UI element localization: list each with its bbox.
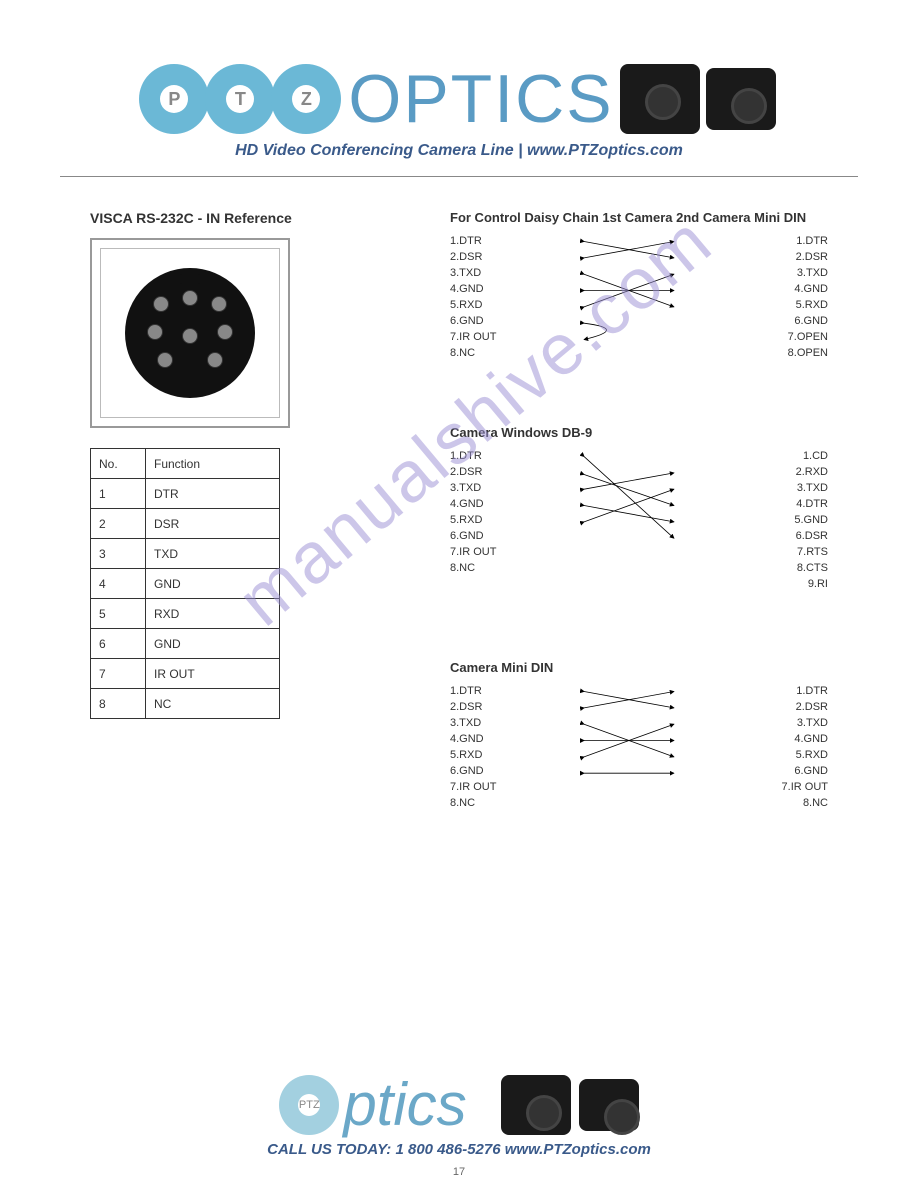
section-title: VISCA RS-232C - IN Reference	[90, 210, 390, 226]
aperture-icon: Z	[271, 64, 341, 134]
header-divider	[60, 176, 858, 177]
aperture-letter: T	[235, 89, 246, 110]
footer-logo-row: PTZ ptics	[90, 1070, 828, 1139]
aperture-icon: T	[205, 64, 275, 134]
page-number: 17	[453, 1166, 465, 1178]
page-footer: PTZ ptics CALL US TODAY: 1 800 486-5276 …	[90, 1070, 828, 1158]
left-column: VISCA RS-232C - IN Reference No. Functio…	[90, 210, 390, 875]
cable-daisy-chain: For Control Daisy Chain 1st Camera 2nd C…	[450, 210, 828, 395]
pin-function-table: No. Function 1DTR 2DSR 3TXD 4GND 5RXD 6G…	[90, 448, 280, 719]
table-header-row: No. Function	[91, 449, 280, 479]
camera-icon	[501, 1075, 571, 1135]
aperture-letter: Z	[301, 89, 312, 110]
page-header: P T Z OPTICS HD Video Conferencing Camer…	[90, 60, 828, 160]
connector-inner	[100, 248, 280, 418]
table-row: 3TXD	[91, 539, 280, 569]
camera-icon	[706, 68, 776, 130]
aperture-icon: PTZ	[279, 1075, 339, 1135]
table-row: 8NC	[91, 689, 280, 719]
table-row: 7IR OUT	[91, 659, 280, 689]
cable-title: Camera Windows DB-9	[450, 425, 828, 440]
table-row: 5RXD	[91, 599, 280, 629]
cable-mini-din: Camera Mini DIN 1.DTR1.DTR 2.DSR2.DSR 3.…	[450, 660, 828, 845]
cable-windows-db9: Camera Windows DB-9 1.DTR1.CD 2.DSR2.RXD…	[450, 425, 828, 630]
footer-brand: ptics	[343, 1070, 466, 1139]
table-row: 4GND	[91, 569, 280, 599]
main-content: VISCA RS-232C - IN Reference No. Functio…	[90, 210, 828, 875]
table-header: Function	[146, 449, 280, 479]
table-row: 2DSR	[91, 509, 280, 539]
table-header: No.	[91, 449, 146, 479]
footer-tagline: CALL US TODAY: 1 800 486-5276 www.PTZopt…	[90, 1141, 828, 1158]
connector-diagram	[90, 238, 290, 428]
aperture-letter: PTZ	[299, 1099, 320, 1111]
cable-title: For Control Daisy Chain 1st Camera 2nd C…	[450, 210, 828, 225]
camera-icon	[620, 64, 700, 134]
right-column: For Control Daisy Chain 1st Camera 2nd C…	[450, 210, 828, 875]
aperture-letter: P	[168, 89, 180, 110]
camera-icon	[579, 1079, 639, 1131]
din-connector-icon	[125, 268, 255, 398]
aperture-icon: P	[139, 64, 209, 134]
table-row: 6GND	[91, 629, 280, 659]
brand-text: OPTICS	[348, 60, 613, 138]
header-tagline: HD Video Conferencing Camera Line | www.…	[90, 142, 828, 160]
table-row: 1DTR	[91, 479, 280, 509]
cable-title: Camera Mini DIN	[450, 660, 828, 675]
header-logo-row: P T Z OPTICS	[90, 60, 828, 138]
